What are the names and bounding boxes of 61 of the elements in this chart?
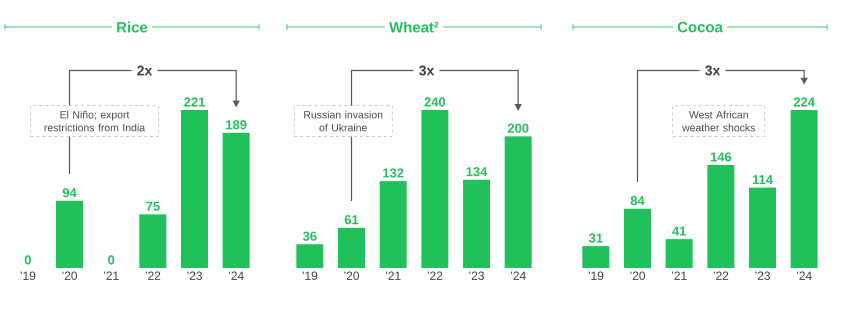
bar (790, 110, 818, 268)
x-tick-label: ’21 (386, 272, 401, 280)
bar (181, 110, 208, 268)
chart-title: Wheat² (389, 22, 439, 33)
x-tick-label: ’19 (20, 272, 36, 280)
annotation: Russian invasion of Ukraine (304, 110, 382, 132)
bar (380, 181, 407, 268)
x-tick-label: ’20 (630, 272, 646, 280)
x-tick-label: ’22 (146, 272, 160, 280)
bar (707, 165, 734, 268)
bar (749, 188, 776, 268)
x-tick-label: ’23 (755, 272, 770, 280)
x-tick-label: ’22 (428, 272, 442, 280)
bar (296, 244, 324, 268)
data-label: 224 (794, 97, 815, 106)
chart-title: Rice (117, 22, 148, 33)
bar (624, 208, 652, 268)
text: 3x (419, 66, 434, 76)
data-label: 114 (752, 175, 773, 184)
x-tick-label: ’19 (302, 272, 318, 280)
text: 2x (137, 66, 152, 76)
x-tick-label: ’24 (510, 272, 526, 280)
x-tick-label: ’20 (62, 272, 78, 280)
data-label: 94 (62, 188, 77, 198)
data-label: 75 (146, 202, 160, 211)
bar (582, 246, 610, 268)
data-label: 41 (672, 226, 686, 236)
bar (421, 110, 448, 268)
data-label: 221 (184, 97, 205, 106)
data-label: 0 (24, 255, 31, 264)
bar (222, 132, 250, 268)
data-label: 189 (226, 120, 246, 130)
bar (504, 136, 532, 268)
chart-title: Cocoa (678, 22, 723, 32)
x-tick-label: ’24 (796, 272, 812, 280)
data-label: 146 (710, 152, 732, 162)
annotation: El Niño; export restrictions from India (44, 110, 146, 132)
bar (338, 228, 366, 268)
x-tick-label: ’24 (228, 272, 244, 280)
x-tick-label: ’23 (187, 272, 202, 280)
data-label: 134 (466, 167, 488, 176)
x-tick-label: ’21 (104, 272, 119, 280)
data-label: 240 (424, 97, 446, 106)
x-tick-label: ’22 (714, 272, 728, 280)
x-tick-label: ’21 (672, 272, 687, 280)
bar (666, 239, 693, 268)
x-tick-label: ’23 (469, 272, 484, 280)
text: 3x (705, 66, 720, 76)
bar (56, 200, 84, 268)
data-label: 0 (108, 255, 114, 264)
data-label: 31 (588, 233, 603, 243)
data-label: 132 (383, 168, 404, 178)
data-label: 200 (508, 124, 528, 133)
data-label: 61 (344, 215, 358, 224)
data-label: 84 (630, 196, 645, 206)
data-label: 36 (302, 232, 317, 241)
x-tick-label: ’20 (344, 272, 360, 280)
annotation: West African weather shocks (682, 110, 755, 132)
bar (139, 214, 166, 268)
x-tick-label: ’19 (588, 272, 604, 280)
bar (463, 180, 490, 268)
